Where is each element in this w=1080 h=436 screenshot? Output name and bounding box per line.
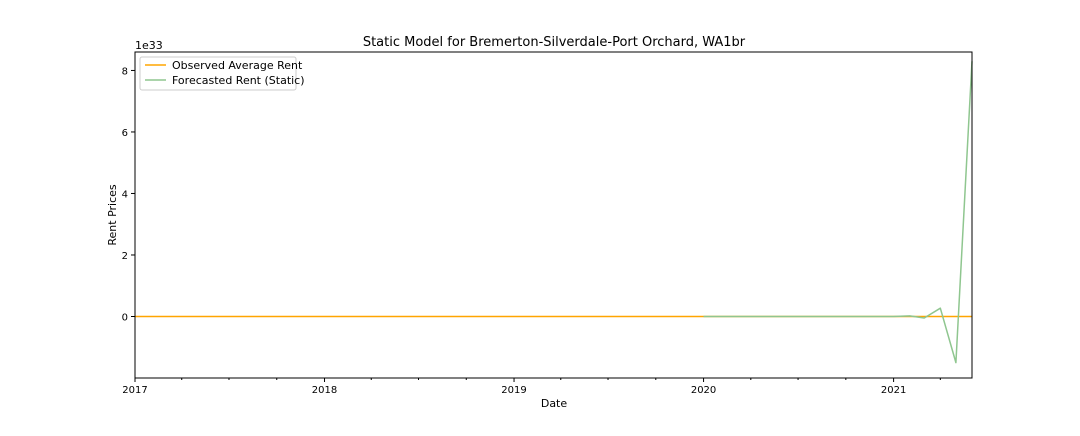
legend-label-observed: Observed Average Rent bbox=[172, 59, 303, 72]
legend: Observed Average Rent Forecasted Rent (S… bbox=[139, 56, 305, 91]
y-offset-label: 1e33 bbox=[135, 39, 163, 52]
y-tick-label: 8 bbox=[122, 66, 128, 77]
x-tick-label: 2021 bbox=[881, 385, 906, 396]
y-axis-label: Rent Prices bbox=[106, 184, 119, 246]
plot-frame bbox=[134, 51, 973, 379]
chart-title: Static Model for Bremerton-Silverdale-Po… bbox=[363, 35, 746, 50]
series-layer bbox=[135, 61, 973, 364]
y-tick-label: 0 bbox=[122, 312, 128, 323]
x-tick-label: 2018 bbox=[312, 385, 337, 396]
x-axis-label: Date bbox=[541, 397, 568, 410]
y-tick-label: 6 bbox=[122, 128, 128, 139]
y-tick-label: 4 bbox=[122, 189, 128, 200]
y-ticks: 0 2 4 6 8 bbox=[122, 66, 135, 323]
x-ticks: 2017 2018 2019 2020 2021 bbox=[122, 378, 941, 396]
x-tick-label: 2020 bbox=[691, 385, 716, 396]
legend-box bbox=[139, 56, 297, 91]
x-tick-label: 2019 bbox=[501, 385, 526, 396]
forecasted-rent-static-line bbox=[703, 61, 973, 364]
y-tick-label: 2 bbox=[122, 251, 128, 262]
legend-label-forecast: Forecasted Rent (Static) bbox=[172, 74, 305, 87]
x-tick-label: 2017 bbox=[122, 385, 147, 396]
